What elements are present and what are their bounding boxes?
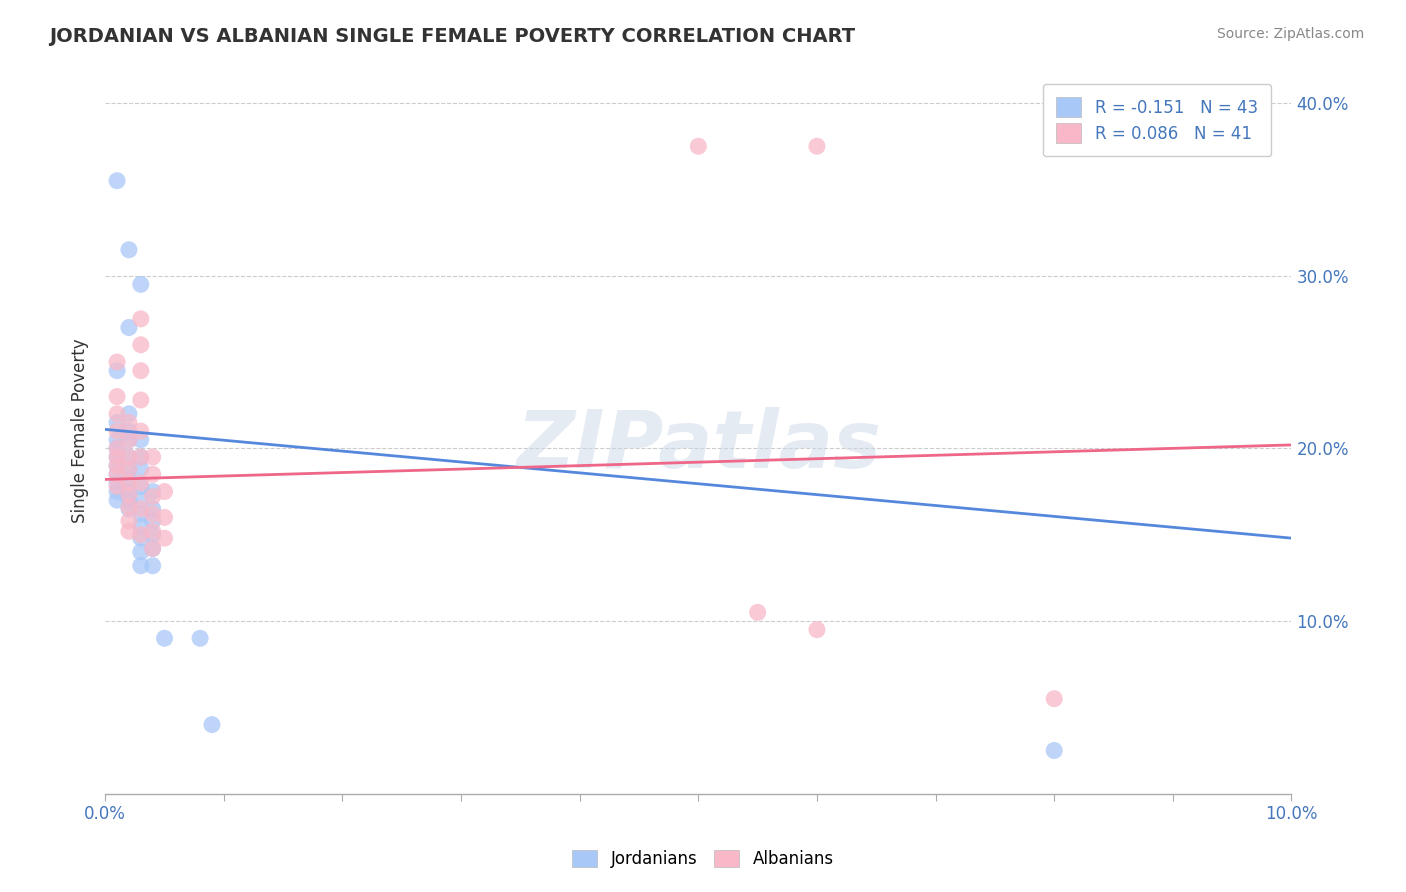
Albanians [118,416,141,430]
Jordanians [129,531,152,545]
Albanians [105,450,128,464]
Albanians [153,531,176,545]
Jordanians [118,472,141,486]
Albanians [105,407,128,421]
Albanians [129,475,152,490]
Jordanians [118,501,141,516]
Jordanians [105,442,128,456]
Jordanians [118,450,141,464]
Jordanians [129,507,152,521]
Albanians [688,139,710,153]
Jordanians [142,527,165,541]
Albanians [118,450,141,464]
Jordanians [105,458,128,473]
Albanians [118,475,141,490]
Jordanians [153,632,176,646]
Jordanians [1043,743,1066,757]
Jordanians [129,450,152,464]
Y-axis label: Single Female Poverty: Single Female Poverty [72,339,89,524]
Albanians [142,467,165,482]
Albanians [118,514,141,528]
Jordanians [105,364,128,378]
Jordanians [118,433,141,447]
Jordanians [118,424,141,438]
Albanians [118,488,141,502]
Jordanians [129,462,152,476]
Albanians [806,623,828,637]
Jordanians [129,277,152,292]
Text: ZIPatlas: ZIPatlas [516,407,880,484]
Albanians [129,364,152,378]
Text: Source: ZipAtlas.com: Source: ZipAtlas.com [1216,27,1364,41]
Albanians [747,606,769,620]
Albanians [129,424,152,438]
Albanians [105,390,128,404]
Albanians [129,338,152,352]
Albanians [142,507,165,521]
Jordanians [129,519,152,533]
Albanians [105,458,128,473]
Albanians [1043,691,1066,706]
Albanians [129,392,152,407]
Jordanians [105,484,128,499]
Albanians [105,479,128,493]
Albanians [142,524,165,539]
Jordanians [129,433,152,447]
Jordanians [105,416,128,430]
Jordanians [129,479,152,493]
Jordanians [118,407,141,421]
Albanians [129,450,152,464]
Jordanians [118,493,141,508]
Jordanians [105,493,128,508]
Albanians [806,139,828,153]
Jordanians [142,558,165,573]
Jordanians [142,541,165,556]
Albanians [153,510,176,524]
Jordanians [105,450,128,464]
Jordanians [105,475,128,490]
Jordanians [118,462,141,476]
Albanians [105,424,128,438]
Albanians [129,501,152,516]
Albanians [118,462,141,476]
Jordanians [129,493,152,508]
Albanians [118,500,141,514]
Albanians [105,467,128,482]
Albanians [153,484,176,499]
Albanians [142,450,165,464]
Jordanians [105,467,128,482]
Jordanians [142,484,165,499]
Jordanians [129,545,152,559]
Jordanians [129,558,152,573]
Jordanians [105,174,128,188]
Albanians [105,355,128,369]
Albanians [118,433,141,447]
Legend: Jordanians, Albanians: Jordanians, Albanians [565,843,841,875]
Jordanians [142,501,165,516]
Albanians [142,490,165,504]
Albanians [105,442,128,456]
Albanians [142,541,165,556]
Jordanians [118,243,141,257]
Jordanians [118,320,141,334]
Jordanians [188,632,211,646]
Albanians [129,527,152,541]
Jordanians [118,484,141,499]
Jordanians [142,514,165,528]
Jordanians [201,717,224,731]
Albanians [118,524,141,539]
Text: JORDANIAN VS ALBANIAN SINGLE FEMALE POVERTY CORRELATION CHART: JORDANIAN VS ALBANIAN SINGLE FEMALE POVE… [49,27,855,45]
Jordanians [105,433,128,447]
Legend: R = -0.151   N = 43, R = 0.086   N = 41: R = -0.151 N = 43, R = 0.086 N = 41 [1043,84,1271,156]
Albanians [129,311,152,326]
